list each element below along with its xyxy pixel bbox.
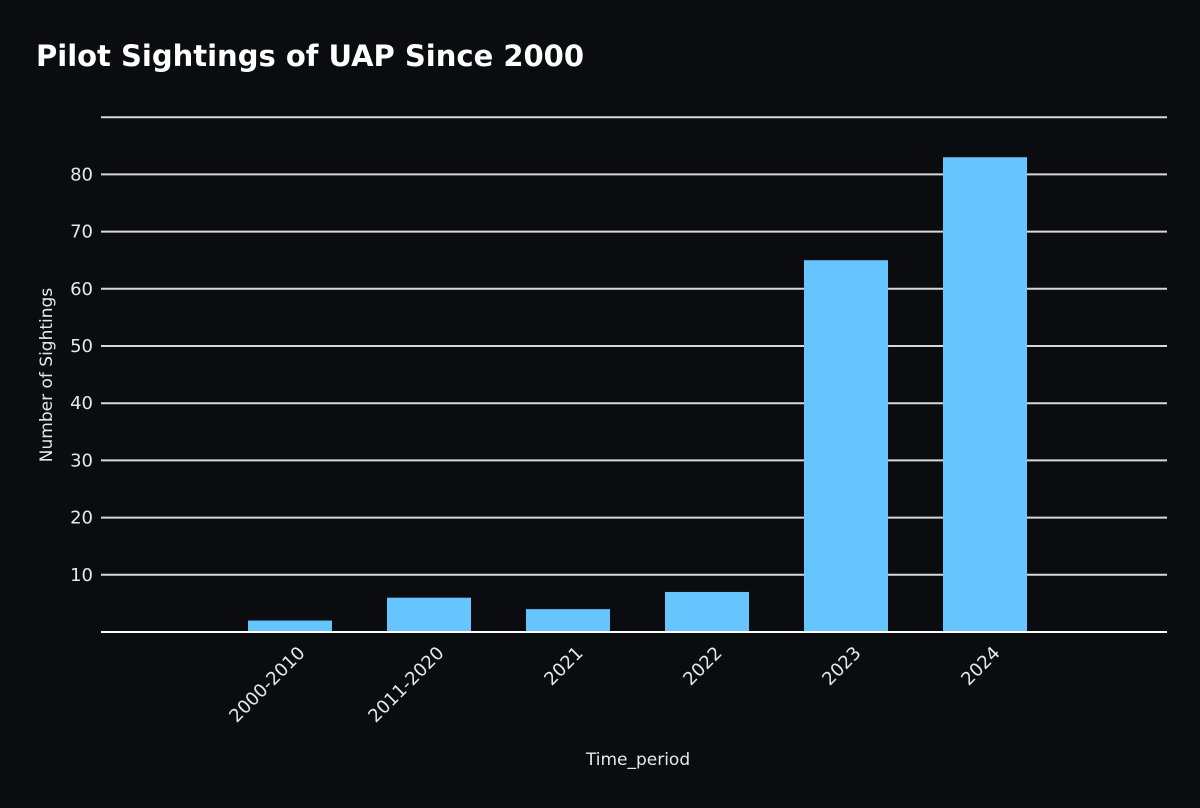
y-tick-label: 20	[70, 508, 93, 529]
x-tick-label: 2023	[818, 643, 865, 690]
bar	[804, 260, 888, 632]
y-tick-label: 50	[70, 336, 93, 357]
bars	[248, 157, 1027, 633]
y-tick-label: 60	[70, 279, 93, 300]
bar	[526, 609, 610, 632]
x-tick-label: 2022	[679, 643, 726, 690]
y-tick-label: 10	[70, 565, 93, 586]
x-tick-label: 2011-2020	[364, 643, 448, 727]
bar	[387, 597, 471, 632]
x-axis-ticks: 2000-2010 2011-2020 2021 2022 2023 2024	[225, 643, 1004, 727]
y-axis-label: Number of Sightings	[37, 288, 57, 463]
y-axis-ticks: 10 20 30 40 50 60 70 80	[70, 164, 93, 585]
x-tick-label: 2024	[957, 643, 1004, 690]
y-tick-label: 80	[70, 164, 93, 185]
x-tick-label: 2021	[540, 643, 587, 690]
y-tick-label: 30	[70, 450, 93, 471]
chart-title: Pilot Sightings of UAP Since 2000	[36, 39, 584, 73]
y-tick-label: 40	[70, 393, 93, 414]
y-tick-label: 70	[70, 222, 93, 243]
bar	[248, 620, 332, 632]
grid-lines	[101, 116, 1167, 576]
x-tick-label: 2000-2010	[225, 643, 309, 727]
bar	[665, 591, 749, 632]
bar	[943, 157, 1027, 633]
x-axis-label: Time_period	[585, 750, 690, 770]
